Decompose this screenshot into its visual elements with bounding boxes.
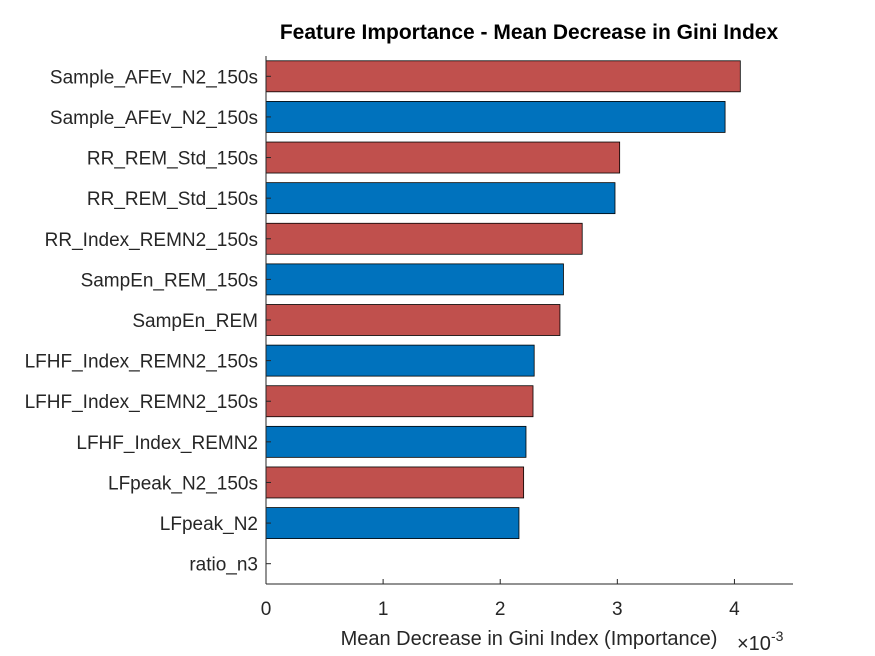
x-axis-label: Mean Decrease in Gini Index (Importance) — [341, 628, 718, 650]
bars-layer — [265, 60, 741, 539]
category-label-4: RR_Index_REMN2_150s — [45, 230, 258, 251]
category-label-5: SampEn_REM_150s — [81, 270, 258, 291]
category-labels: Sample_AFEv_N2_150s Sample_AFEv_N2_150s RR… — [25, 67, 258, 575]
x-tick-label-2: 2 — [495, 599, 506, 620]
bar-9 — [265, 425, 527, 458]
category-label-3: RR_REM_Std_150s — [87, 189, 258, 210]
x-tick-label-3: 3 — [612, 599, 623, 620]
x-tick-labels: 0 1 2 3 4 — [261, 599, 740, 620]
x-multiplier-base: ×10 — [737, 633, 771, 655]
bar-10 — [265, 466, 525, 499]
category-label-8: LFHF_Index_REMN2_150s — [25, 392, 258, 413]
x-tick-label-4: 4 — [729, 599, 740, 620]
x-tick-label-1: 1 — [378, 599, 389, 620]
bar-7 — [265, 344, 535, 377]
bar-8 — [265, 385, 534, 418]
x-multiplier-exponent: -3 — [771, 628, 784, 644]
bar-1 — [265, 101, 726, 133]
chart-title: Feature Importance - Mean Decrease in Gi… — [280, 21, 779, 44]
category-label-11: LFpeak_N2 — [160, 514, 258, 535]
category-label-6: SampEn_REM — [132, 311, 258, 332]
bar-6 — [265, 304, 561, 336]
bar-0 — [265, 60, 741, 93]
bar-4 — [265, 222, 583, 255]
x-axis-multiplier: ×10-3 — [737, 628, 784, 655]
x-axis — [265, 579, 793, 585]
category-label-2: RR_REM_Std_150s — [87, 149, 258, 170]
y-axis — [265, 56, 271, 584]
bar-2 — [265, 141, 621, 174]
category-label-1: Sample_AFEv_N2_150s — [50, 108, 258, 129]
category-label-12: ratio_n3 — [189, 555, 258, 576]
bar-3 — [265, 182, 616, 215]
category-label-0: Sample_AFEv_N2_150s — [50, 67, 258, 88]
bar-11 — [265, 507, 520, 539]
category-label-10: LFpeak_N2_150s — [108, 473, 258, 494]
x-tick-label-0: 0 — [261, 599, 272, 620]
category-label-9: LFHF_Index_REMN2 — [76, 433, 258, 454]
bar-5 — [265, 263, 564, 296]
category-label-7: LFHF_Index_REMN2_150s — [25, 352, 258, 373]
